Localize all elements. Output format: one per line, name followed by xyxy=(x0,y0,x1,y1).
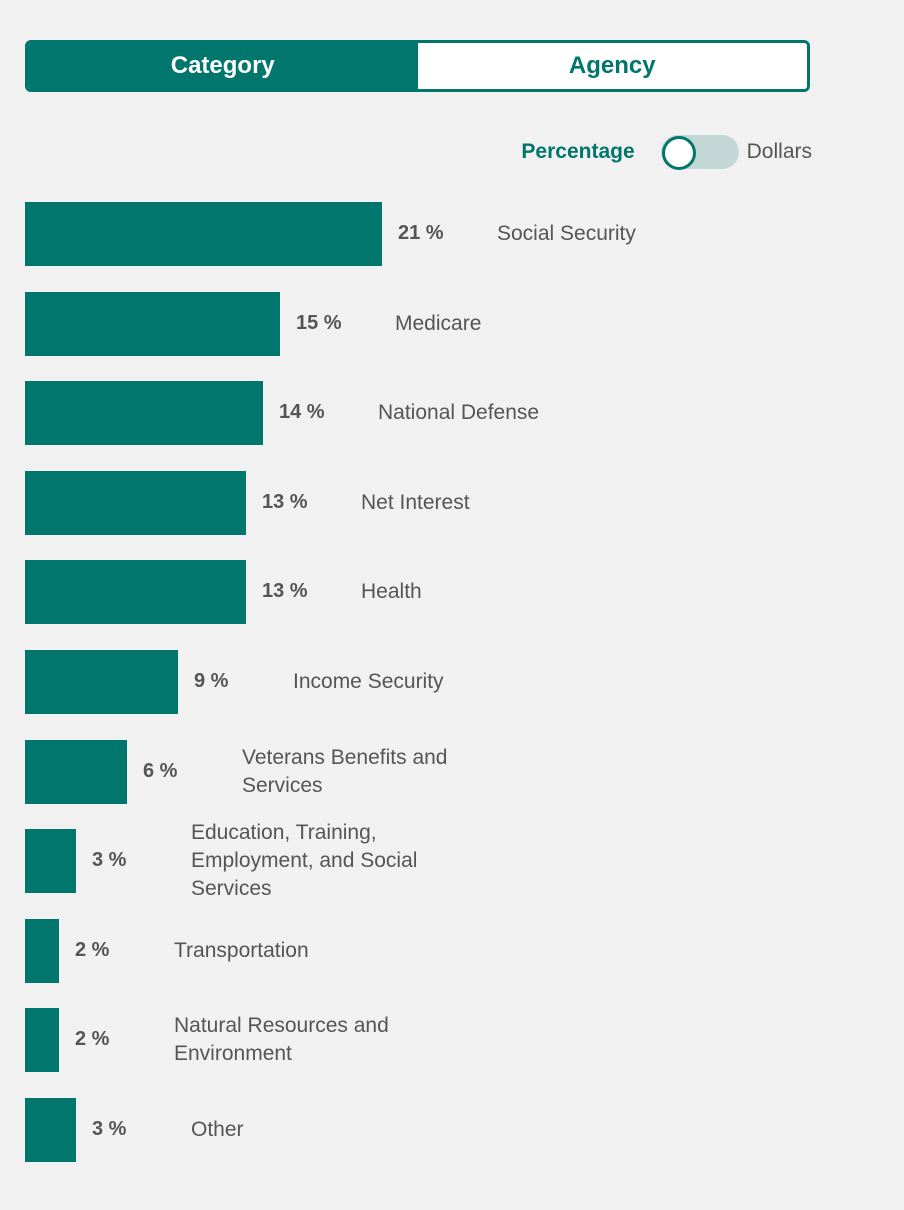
bar-value-label: 15 % xyxy=(296,311,342,334)
bar-value-label: 2 % xyxy=(75,938,110,961)
bar-category-label: Other xyxy=(191,1118,244,1141)
bar[interactable] xyxy=(25,739,127,804)
bar-category-label: Medicare xyxy=(395,311,482,335)
bar-value-label: 13 % xyxy=(262,490,308,513)
bar[interactable] xyxy=(25,650,178,714)
bar-category-label: Veterans Benefits and Services xyxy=(242,745,448,797)
bar[interactable] xyxy=(25,291,280,356)
bar[interactable] xyxy=(25,381,263,446)
bar[interactable] xyxy=(25,560,246,625)
bar[interactable] xyxy=(25,470,246,535)
tab-agency[interactable]: Agency xyxy=(417,43,807,89)
unit-toggle-row: Percentage Dollars xyxy=(521,134,812,170)
bar[interactable] xyxy=(25,1008,59,1073)
bar-category-label: Income Security xyxy=(293,670,444,693)
bar-value-label: 2 % xyxy=(75,1028,110,1051)
bar[interactable] xyxy=(25,829,76,894)
bar-category-label: Net Interest xyxy=(361,490,470,514)
dollars-label[interactable]: Dollars xyxy=(746,140,812,163)
view-tabs: Category Agency xyxy=(25,40,810,92)
bar-category-label: Social Security xyxy=(497,222,636,245)
bar-value-label: 6 % xyxy=(143,759,178,782)
percentage-label[interactable]: Percentage xyxy=(521,140,635,163)
bar-value-label: 13 % xyxy=(262,580,308,603)
switch-knob[interactable] xyxy=(661,136,696,170)
bar[interactable] xyxy=(25,1098,76,1162)
bar[interactable] xyxy=(25,202,382,266)
bar-category-label: National Defense xyxy=(378,401,540,425)
bar-value-label: 21 % xyxy=(398,222,444,244)
percentage-dollars-switch[interactable] xyxy=(660,135,739,170)
bar-category-label: Transportation xyxy=(174,938,309,962)
bar-value-label: 3 % xyxy=(92,849,127,872)
bar-value-label: 14 % xyxy=(279,401,325,424)
bar-category-label: Education, Training, Employment, and Soc… xyxy=(191,821,418,901)
tab-category[interactable]: Category xyxy=(28,43,418,89)
bar-category-label: Natural Resources and Environment xyxy=(174,1014,389,1066)
bar[interactable] xyxy=(25,918,59,983)
bar-value-label: 9 % xyxy=(194,670,229,692)
bar-category-label: Health xyxy=(361,580,422,604)
bar-value-label: 3 % xyxy=(92,1118,127,1140)
